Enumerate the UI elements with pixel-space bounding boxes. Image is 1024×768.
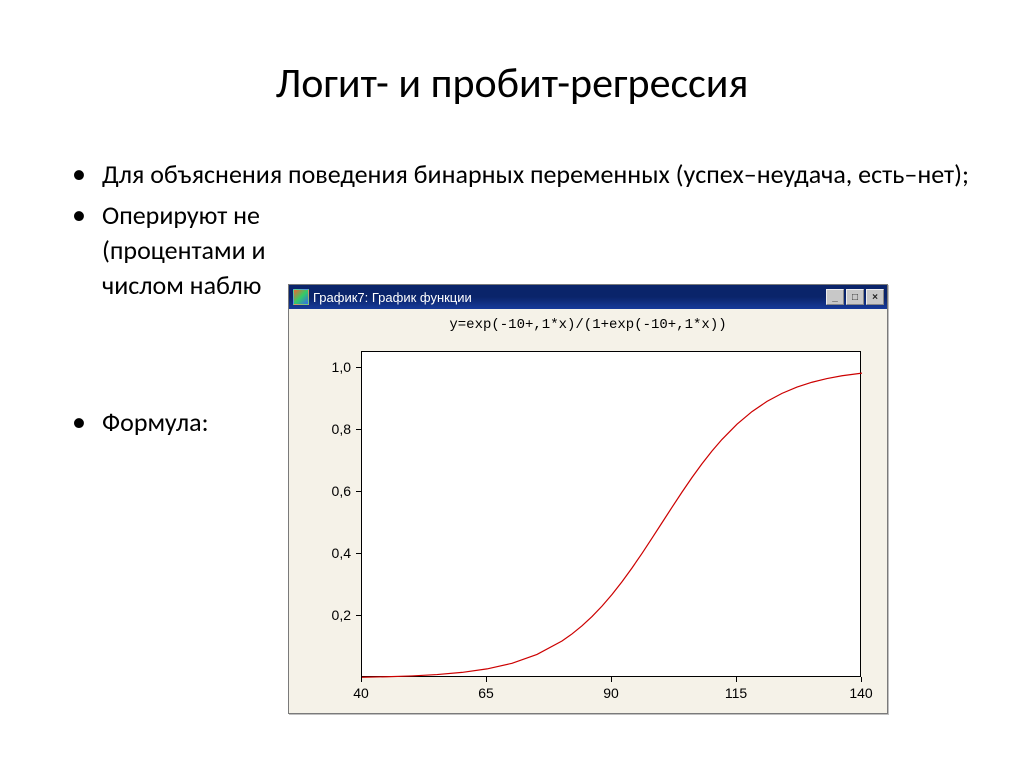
ytick-label: 0,6	[289, 483, 357, 499]
xtick-mark	[736, 677, 737, 682]
chart-formula: y=exp(-10+,1*x)/(1+exp(-10+,1*x))	[289, 309, 887, 333]
ytick-label: 0,4	[289, 545, 357, 561]
ytick-label: 0,8	[289, 421, 357, 437]
xtick-mark	[861, 677, 862, 682]
xtick-mark	[361, 677, 362, 682]
logistic-curve	[362, 373, 862, 677]
ytick-label: 0,2	[289, 607, 357, 623]
minimize-button[interactable]: _	[826, 289, 844, 305]
slide-title: Логит- и пробит-регрессия	[0, 0, 1024, 127]
bullet-item: Для объяснения поведения бинарных переме…	[72, 157, 984, 192]
app-icon	[293, 289, 309, 305]
ytick-label: 1,0	[289, 359, 357, 375]
xtick-mark	[611, 677, 612, 682]
chart-window: График7: График функции _ □ × y=exp(-10+…	[288, 284, 888, 714]
plot-box	[361, 351, 861, 677]
maximize-button[interactable]: □	[846, 289, 864, 305]
window-titlebar[interactable]: График7: График функции _ □ ×	[289, 285, 887, 309]
close-button[interactable]: ×	[866, 289, 884, 305]
window-title: График7: График функции	[313, 290, 826, 305]
chart-area: y=exp(-10+,1*x)/(1+exp(-10+,1*x)) 0,2 0,4…	[289, 309, 887, 713]
curve-svg	[362, 352, 862, 678]
xtick-mark	[486, 677, 487, 682]
